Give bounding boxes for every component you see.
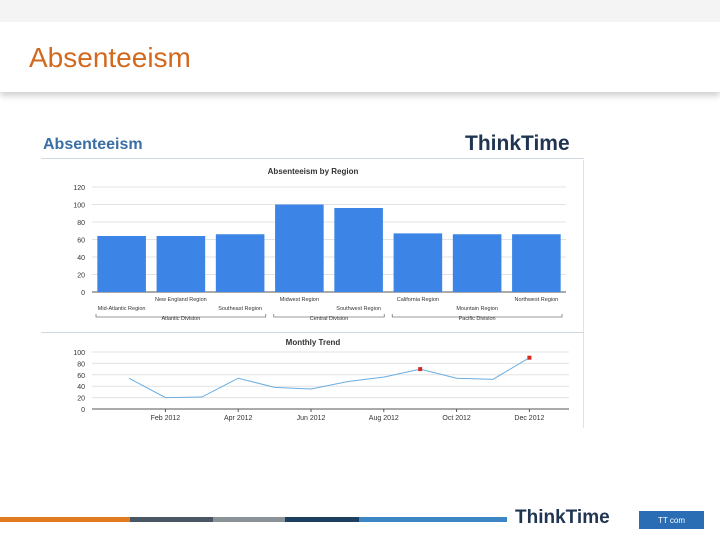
- footer-logo: ThinkTime: [515, 507, 610, 529]
- highlight-point: [418, 367, 423, 372]
- group-label: Pacific Division: [459, 316, 496, 322]
- bar-category-label: Mid-Atlantic Region: [98, 306, 146, 312]
- line-y-tick-label: 80: [77, 361, 85, 368]
- line-chart-title: Monthly Trend: [286, 338, 341, 347]
- dashboard-panel: Absenteeism by Region 0 20 40 60 80 100 120 Mid…: [41, 160, 584, 428]
- bar-y-tick-label: 120: [73, 185, 85, 192]
- line-x-tick-label: Feb 2012: [151, 415, 181, 422]
- bar: [156, 236, 206, 292]
- bar-chart: Absenteeism by Region 0 20 40 60 80 100 120 Mid…: [73, 167, 566, 322]
- bar-y-tick-label: 100: [73, 203, 85, 210]
- line-y-tick-label: 60: [77, 373, 85, 380]
- line-x-tick-label: Dec 2012: [514, 415, 544, 422]
- bar: [97, 236, 146, 292]
- bar: [452, 234, 502, 292]
- bar: [393, 233, 443, 292]
- footer-segment: [213, 517, 285, 522]
- bar-y-tick-label: 80: [77, 220, 85, 227]
- dashboard-divider: [41, 158, 584, 159]
- footer-logo-text: ThinkTime: [515, 507, 610, 528]
- bar: [334, 208, 383, 292]
- bar-chart-title: Absenteeism by Region: [268, 167, 359, 176]
- trend-line: [128, 357, 530, 399]
- slide-title: Absenteeism: [29, 42, 191, 73]
- line-y-tick-label: 100: [73, 350, 85, 357]
- bar-y-tick-label: 40: [77, 255, 85, 262]
- bar-category-label: Southeast Region: [218, 306, 262, 312]
- line-x-tick-label: Jun 2012: [297, 415, 326, 422]
- line-x-tick-label: Oct 2012: [442, 415, 471, 422]
- bar-category-label: New England Region: [155, 297, 207, 303]
- bar: [215, 234, 265, 292]
- title-band: [0, 0, 720, 92]
- bar-category-label: Southwest Region: [336, 306, 381, 312]
- group-label: Central Division: [310, 316, 349, 322]
- line-x-tick-label: Aug 2012: [369, 415, 399, 422]
- group-label: Atlantic Division: [161, 316, 200, 322]
- footer-segment: [285, 517, 359, 522]
- footer-segment: [359, 517, 507, 522]
- bar-y-tick-label: 20: [77, 273, 85, 280]
- bar: [512, 234, 561, 292]
- line-y-tick-label: 40: [77, 384, 85, 391]
- footer-segment: [130, 517, 213, 522]
- bar-category-label: Mountain Region: [456, 306, 498, 312]
- footer-segment: [0, 517, 130, 522]
- line-y-tick-label: 20: [77, 396, 85, 403]
- group-bracket: [391, 314, 563, 318]
- bar-y-tick-label: 60: [77, 238, 85, 245]
- bar-category-label: Midwest Region: [280, 297, 319, 303]
- line-y-tick-label: 0: [81, 407, 85, 414]
- bar-y-tick-label: 0: [81, 290, 85, 297]
- highlight-point: [527, 355, 532, 360]
- bar-category-label: Northwest Region: [515, 297, 559, 303]
- line-x-tick-label: Apr 2012: [224, 415, 253, 422]
- line-chart: Monthly Trend 0 20 40 60 80 100 Feb 2012 Apr 20…: [73, 338, 569, 422]
- bar-category-label: California Region: [397, 297, 439, 303]
- dashboard-title: Absenteeism: [43, 136, 143, 153]
- group-bracket: [273, 314, 385, 318]
- logo-text: ThinkTime: [465, 132, 570, 155]
- group-bracket: [95, 314, 267, 318]
- chart-divider: [41, 332, 584, 333]
- thinktime-logo: ThinkTime: [465, 132, 570, 156]
- bar: [275, 204, 324, 292]
- footer-badge: TT com: [639, 511, 704, 529]
